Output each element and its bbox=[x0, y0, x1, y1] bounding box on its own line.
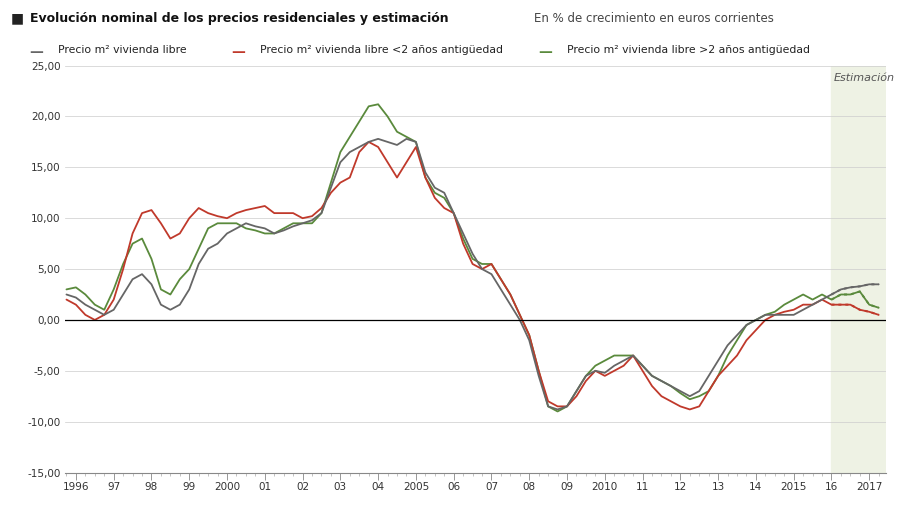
Text: En % de crecimiento en euros corrientes: En % de crecimiento en euros corrientes bbox=[534, 12, 773, 25]
Text: Precio m² vivienda libre <2 años antigüedad: Precio m² vivienda libre <2 años antigüe… bbox=[260, 45, 503, 55]
Text: Precio m² vivienda libre >2 años antigüedad: Precio m² vivienda libre >2 años antigüe… bbox=[567, 45, 810, 55]
Text: Evolución nominal de los precios residenciales y estimación: Evolución nominal de los precios residen… bbox=[30, 12, 448, 25]
Text: Estimación: Estimación bbox=[833, 73, 894, 83]
Text: —: — bbox=[231, 45, 245, 59]
Bar bbox=[832, 66, 885, 472]
Text: Precio m² vivienda libre: Precio m² vivienda libre bbox=[58, 45, 187, 55]
Text: —: — bbox=[30, 45, 43, 59]
Text: —: — bbox=[538, 45, 552, 59]
Text: ■: ■ bbox=[11, 12, 24, 26]
